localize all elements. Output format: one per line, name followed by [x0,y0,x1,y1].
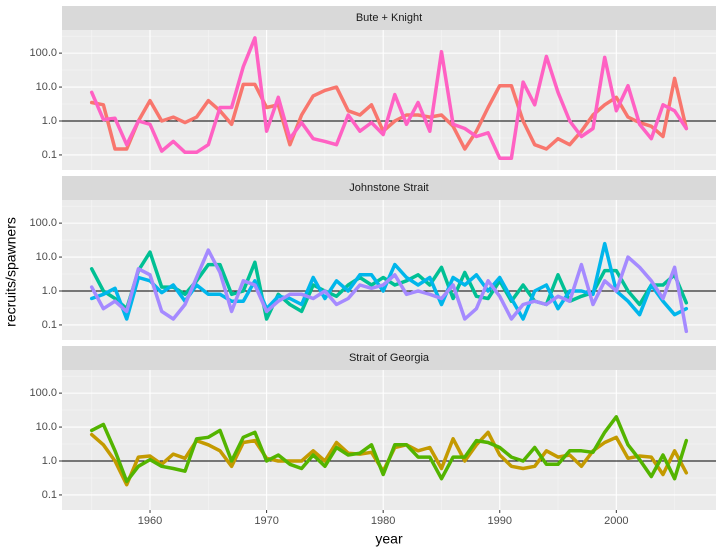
facet-title: Strait of Georgia [349,352,430,364]
strip [62,6,716,30]
strip [62,346,716,370]
y-tick-label: 100.0 [29,217,57,229]
y-tick-label: 10.0 [36,251,57,263]
series-line [89,76,689,151]
x-tick-label: 1990 [488,515,512,527]
facet-title: Bute + Knight [356,12,422,24]
y-tick-label: 1.0 [42,455,57,467]
series-line [89,415,689,484]
y-tick-label: 0.1 [42,489,57,501]
y-tick-label: 100.0 [29,47,57,59]
facet-title: Johnstone Strait [349,182,429,194]
y-tick-label: 10.0 [36,421,57,433]
x-tick-label: 2000 [604,515,628,527]
y-tick-label: 1.0 [42,285,57,297]
x-tick-label: 1980 [371,515,395,527]
series-line [89,248,689,334]
x-axis-label: year [375,531,403,547]
x-tick-label: 1970 [254,515,278,527]
y-axis-label: recruits/spawners [3,217,19,327]
y-tick-label: 100.0 [29,387,57,399]
series-line [89,36,689,160]
y-tick-label: 10.0 [36,81,57,93]
x-tick-label: 1960 [138,515,162,527]
y-tick-label: 0.1 [42,319,57,331]
y-tick-label: 1.0 [42,115,57,127]
strip [62,176,716,200]
y-tick-label: 0.1 [42,149,57,161]
